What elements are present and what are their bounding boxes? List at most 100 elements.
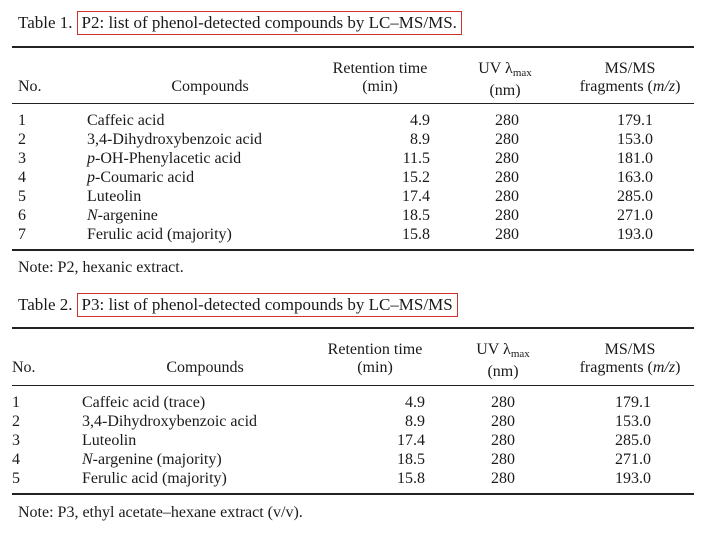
table2-caption: P3: list of phenol-detected compounds by… [76,293,458,317]
table1-header-uv-line2: (nm) [489,82,521,99]
table-row-retention-time: 18.5 [402,207,430,224]
table1-bottom-rule [12,249,694,251]
table2-header-rule [12,385,694,386]
compound-name: Luteolin [87,188,142,205]
table-row-ms: 153.0 [617,131,653,148]
table1-note: Note: P2, hexanic extract. [18,259,184,276]
compound-name: -Coumaric acid [95,169,195,186]
compound-name: Ferulic acid (majority) [87,226,232,243]
table-row-uv: 280 [491,451,515,468]
compound-italic-prefix: p [87,169,95,186]
table-row-no: 3 [12,432,20,449]
table-row-no: 5 [18,188,26,205]
table-row-uv: 280 [495,150,519,167]
table-row-retention-time: 4.9 [410,112,430,129]
table1-header-no: No. [18,78,42,95]
table-row-ms: 193.0 [615,470,651,487]
table1-title: Table 1. P2: list of phenol-detected comp… [18,11,462,35]
table-row-ms: 181.0 [617,150,653,167]
table1-header-uv: UV λmax (nm) [460,60,550,100]
table-row-ms: 153.0 [615,413,651,430]
table1-header-ms-line2-suffix: ) [675,78,681,95]
table1-header-ms-line2-prefix: fragments ( [579,78,653,95]
table-row-compound: Ferulic acid (majority) [87,225,232,244]
table-row-uv: 280 [495,226,519,243]
compound-italic-prefix: N [87,207,98,224]
table-row-compound: Ferulic acid (majority) [82,469,227,488]
table-row-uv: 280 [491,432,515,449]
table1-top-rule [12,46,694,48]
table-row-no: 4 [18,169,26,186]
table-row-compound: p-OH-Phenylacetic acid [87,149,241,168]
table-row-ms: 179.1 [615,394,651,411]
table2-header-ms-line2-prefix: fragments ( [579,359,653,376]
table-row-retention-time: 15.8 [402,226,430,243]
table-row-no: 5 [12,470,20,487]
table-row-compound: Caffeic acid (trace) [82,393,205,412]
table2-header-ms-line1: MS/MS [604,341,656,358]
table-row-ms: 285.0 [617,188,653,205]
compound-name: -argenine [97,207,158,224]
table1-header-compounds: Compounds [171,78,249,95]
table-row-no: 2 [18,131,26,148]
table2-header-rt: Retention time (min) [305,341,445,377]
table-row-compound: 3,4-Dihydroxybenzoic acid [87,130,262,149]
table-row-retention-time: 15.8 [397,470,425,487]
table-row-ms: 163.0 [617,169,653,186]
table-row-no: 6 [18,207,26,224]
table-row-compound: N-argenine [87,206,158,225]
table2-header-no: No. [12,359,36,376]
table-row-no: 4 [12,451,20,468]
compound-name: Ferulic acid (majority) [82,470,227,487]
table-row-ms: 179.1 [617,112,653,129]
table-row-retention-time: 18.5 [397,451,425,468]
table-row-retention-time: 11.5 [402,150,430,167]
compound-name: -OH-Phenylacetic acid [95,150,242,167]
table1-header-ms: MS/MS fragments (m/z) [565,60,695,96]
table2-header-uv-line2: (nm) [487,363,519,380]
table-row-uv: 280 [495,188,519,205]
table2-top-rule [12,327,694,329]
table2-header-uv-sub: max [510,348,530,360]
compound-name: Caffeic acid [87,112,165,129]
table-row-retention-time: 4.9 [405,394,425,411]
table2-header-compounds: Compounds [166,359,244,376]
compound-name: Caffeic acid (trace) [82,394,206,411]
table1-header-uv-sub: max [512,67,532,79]
table-row-compound: Luteolin [82,431,136,450]
table1-header-ms-line1: MS/MS [604,60,656,77]
table-row-retention-time: 15.2 [402,169,430,186]
table2-title: Table 2. P3: list of phenol-detected comp… [18,293,458,317]
table1-header-rt-line1: Retention time [332,60,428,77]
table-row-retention-time: 8.9 [405,413,425,430]
compound-name: -argenine (majority) [92,451,222,468]
table-row-compound: p-Coumaric acid [87,168,194,187]
table2-header-ms-line2-suffix: ) [675,359,681,376]
table-row-compound: 3,4-Dihydroxybenzoic acid [82,412,257,431]
compound-italic-prefix: N [82,451,93,468]
table-row-uv: 280 [495,169,519,186]
table-row-compound: Luteolin [87,187,141,206]
table-row-no: 1 [12,394,20,411]
table2-header-uv: UV λmax (nm) [458,341,548,381]
table-row-uv: 280 [491,470,515,487]
table2-header-rt-line1: Retention time [327,341,423,358]
table-row-compound: N-argenine (majority) [82,450,222,469]
table-row-uv: 280 [495,131,519,148]
table1-header-ms-line2-ital: m/z [652,78,676,95]
table2-header-ms: MS/MS fragments (m/z) [565,341,695,377]
table-row-ms: 285.0 [615,432,651,449]
compound-name: Luteolin [82,432,137,449]
table2-bottom-rule [12,493,694,495]
table-row-uv: 280 [495,112,519,129]
table1-header-rule [12,103,694,104]
table-row-ms: 271.0 [615,451,651,468]
table-row-no: 7 [18,226,26,243]
table-row-uv: 280 [491,413,515,430]
table1-caption: P2: list of phenol-detected compounds by… [76,11,462,35]
table2-header-rt-line2: (min) [357,359,393,376]
table-row-retention-time: 17.4 [402,188,430,205]
table2-label: Table 2. [18,295,73,314]
compound-italic-prefix: p [87,150,95,167]
table-row-retention-time: 17.4 [397,432,425,449]
